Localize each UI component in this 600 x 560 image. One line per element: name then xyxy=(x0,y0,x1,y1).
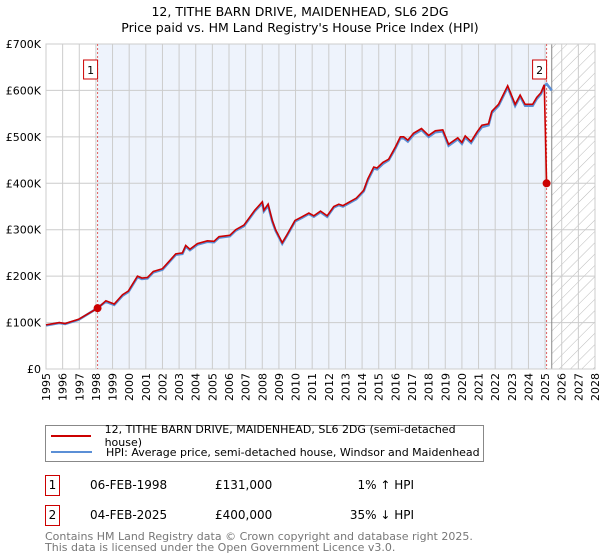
y-tick-label: £300K xyxy=(6,224,42,237)
y-tick-label: £0 xyxy=(27,363,41,376)
x-tick-label: 2019 xyxy=(439,373,452,401)
transaction-hpi: 1% ↑ HPI xyxy=(357,478,414,492)
x-tick-label: 2018 xyxy=(423,373,436,401)
x-tick-label: 1997 xyxy=(73,373,86,401)
x-tick-label: 2023 xyxy=(506,373,519,401)
x-tick-label: 2014 xyxy=(356,373,369,401)
sale-label-box xyxy=(532,59,548,80)
footer-licence: This data is licensed under the Open Gov… xyxy=(45,541,396,554)
ownership-shade xyxy=(97,44,547,369)
transaction-row: 2 04-FEB-2025 £400,000 35% ↓ HPI xyxy=(45,505,495,527)
x-tick-label: 2025 xyxy=(539,373,552,401)
x-tick-label: 2002 xyxy=(156,373,169,401)
transaction-badge: 1 xyxy=(45,475,60,496)
x-tick-label: 2021 xyxy=(473,373,486,401)
x-tick-label: 2004 xyxy=(190,373,203,401)
transaction-price: £131,000 xyxy=(215,478,273,492)
x-tick-label: 2022 xyxy=(489,373,502,401)
x-tick-label: 2009 xyxy=(273,373,286,401)
sale-point xyxy=(93,304,102,313)
x-tick-label: 2017 xyxy=(406,373,419,401)
x-tick-label: 2000 xyxy=(123,373,136,401)
x-tick-label: 2006 xyxy=(223,373,236,401)
sale-label: 1 xyxy=(87,64,94,77)
x-tick-label: 2001 xyxy=(140,373,153,401)
x-tick-label: 2028 xyxy=(589,373,600,401)
price-paid-line xyxy=(45,83,548,326)
sale-label-box xyxy=(83,59,99,80)
sale-label: 2 xyxy=(536,64,543,77)
chart-title: 12, TITHE BARN DRIVE, MAIDENHEAD, SL6 2D… xyxy=(151,4,449,19)
legend-label-price: 12, TITHE BARN DRIVE, MAIDENHEAD, SL6 2D… xyxy=(104,423,456,449)
legend: 12, TITHE BARN DRIVE, MAIDENHEAD, SL6 2D… xyxy=(45,423,484,462)
sale-point xyxy=(542,179,551,188)
x-tick-label: 1999 xyxy=(107,373,120,401)
y-tick-label: £200K xyxy=(6,270,42,283)
transaction-hpi: 35% ↓ HPI xyxy=(349,508,414,522)
y-tick-label: £500K xyxy=(6,131,42,144)
legend-item-hpi: HPI: Average price, semi-detached house,… xyxy=(46,444,480,460)
chart-subtitle: Price paid vs. HM Land Registry's House … xyxy=(121,20,479,35)
transaction-price: £400,000 xyxy=(215,508,273,522)
y-tick-label: £400K xyxy=(6,177,42,190)
footer-copyright: Contains HM Land Registry data © Crown c… xyxy=(45,530,473,543)
x-tick-label: 2016 xyxy=(389,373,402,401)
x-tick-label: 2024 xyxy=(522,373,535,401)
y-tick-label: £700K xyxy=(6,38,42,51)
plot-border xyxy=(45,43,596,370)
transaction-row: 1 06-FEB-1998 £131,000 1% ↑ HPI xyxy=(45,475,495,497)
forecast-hatch xyxy=(551,44,595,369)
price-chart: 1995 1996 1997 1998 1999 2000 2001 2002 2003 2004… xyxy=(6,38,600,401)
legend-swatch-hpi xyxy=(51,451,92,453)
legend-label-hpi: HPI: Average price, semi-detached house,… xyxy=(106,445,480,459)
legend-swatch-price xyxy=(51,435,91,437)
x-tick-label: 2010 xyxy=(290,373,303,401)
y-tick-label: £100K xyxy=(6,317,42,330)
x-tick-label: 2026 xyxy=(556,373,569,401)
transaction-date: 06-FEB-1998 xyxy=(90,478,168,492)
x-tick-label: 1995 xyxy=(40,373,53,401)
y-tick-label: £600K xyxy=(6,84,42,97)
x-tick-label: 2011 xyxy=(306,373,319,401)
x-tick-label: 2020 xyxy=(456,373,469,401)
transaction-date: 04-FEB-2025 xyxy=(90,508,168,522)
transaction-badge: 2 xyxy=(45,505,60,526)
x-tick-label: 1996 xyxy=(57,373,70,401)
x-tick-label: 2012 xyxy=(323,373,336,401)
x-tick-label: 2005 xyxy=(206,373,219,401)
x-tick-label: 1998 xyxy=(90,373,103,401)
x-tick-label: 2013 xyxy=(339,373,352,401)
x-tick-label: 2015 xyxy=(373,373,386,401)
x-tick-label: 2008 xyxy=(256,373,269,401)
x-tick-label: 2003 xyxy=(173,373,186,401)
x-tick-label: 2007 xyxy=(240,373,253,401)
x-tick-label: 2027 xyxy=(572,373,585,401)
legend-item-price: 12, TITHE BARN DRIVE, MAIDENHEAD, SL6 2D… xyxy=(46,423,483,449)
